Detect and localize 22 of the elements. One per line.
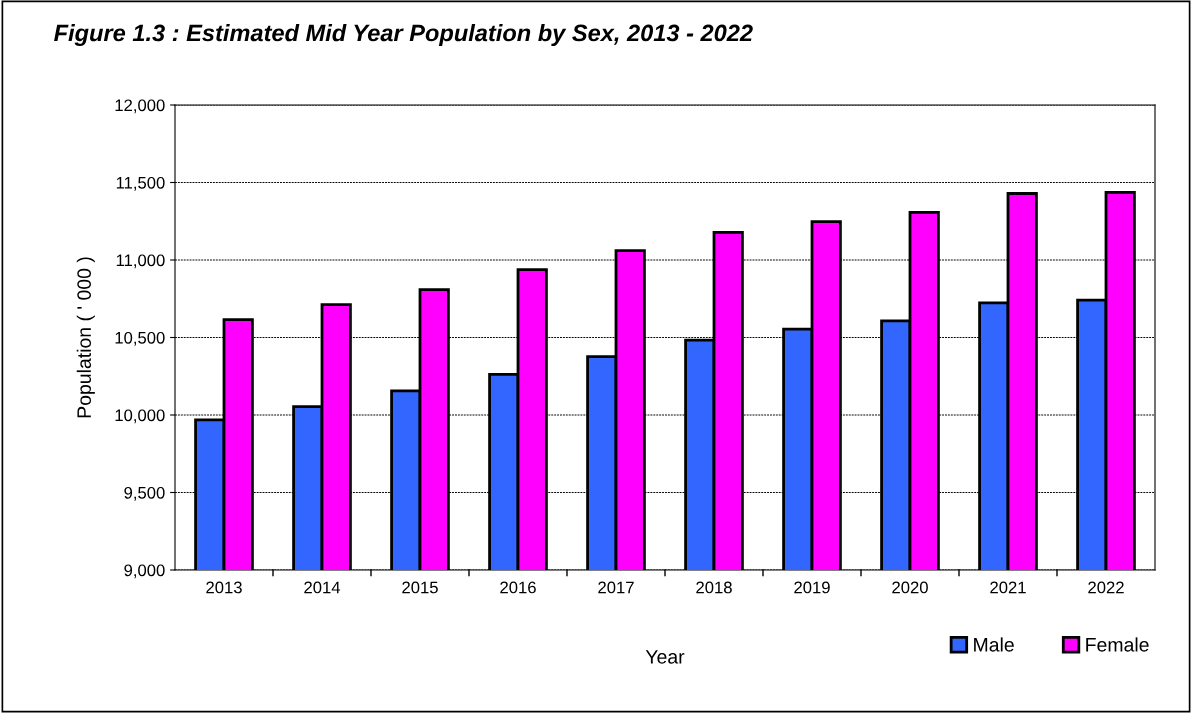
x-tick-label: 2022 [1088,581,1124,594]
x-tick-label: 2015 [402,581,438,594]
y-tick-label: 11,500 [116,176,165,191]
y-tick-label: 12,000 [115,99,165,114]
x-tick-label: 2017 [598,581,634,594]
legend-label: Male [974,637,1014,652]
y-tick-label: 10,000 [115,409,165,424]
x-tick-label: 2018 [696,581,732,594]
x-tick-label: 2013 [206,581,242,594]
x-tick-label: 2014 [304,581,341,594]
x-tick-label: 2016 [500,581,536,594]
x-axis-title: Year [645,650,685,664]
x-tick-label: 2019 [794,581,830,594]
y-axis-title: Population ( ' 000 ) [76,257,95,418]
x-tick-label: 2020 [892,581,928,594]
x-tick-label: 2021 [990,581,1026,594]
legend-label: Female [1086,637,1149,652]
chart-title: Figure 1.3 : Estimated Mid Year Population by Sex, 2013 - 2022 [54,24,753,47]
y-tick-label: 9,500 [124,486,165,501]
y-tick-label: 11,000 [116,254,165,269]
y-tick-label: 9,000 [124,564,165,579]
y-tick-label: 10,500 [115,331,165,346]
